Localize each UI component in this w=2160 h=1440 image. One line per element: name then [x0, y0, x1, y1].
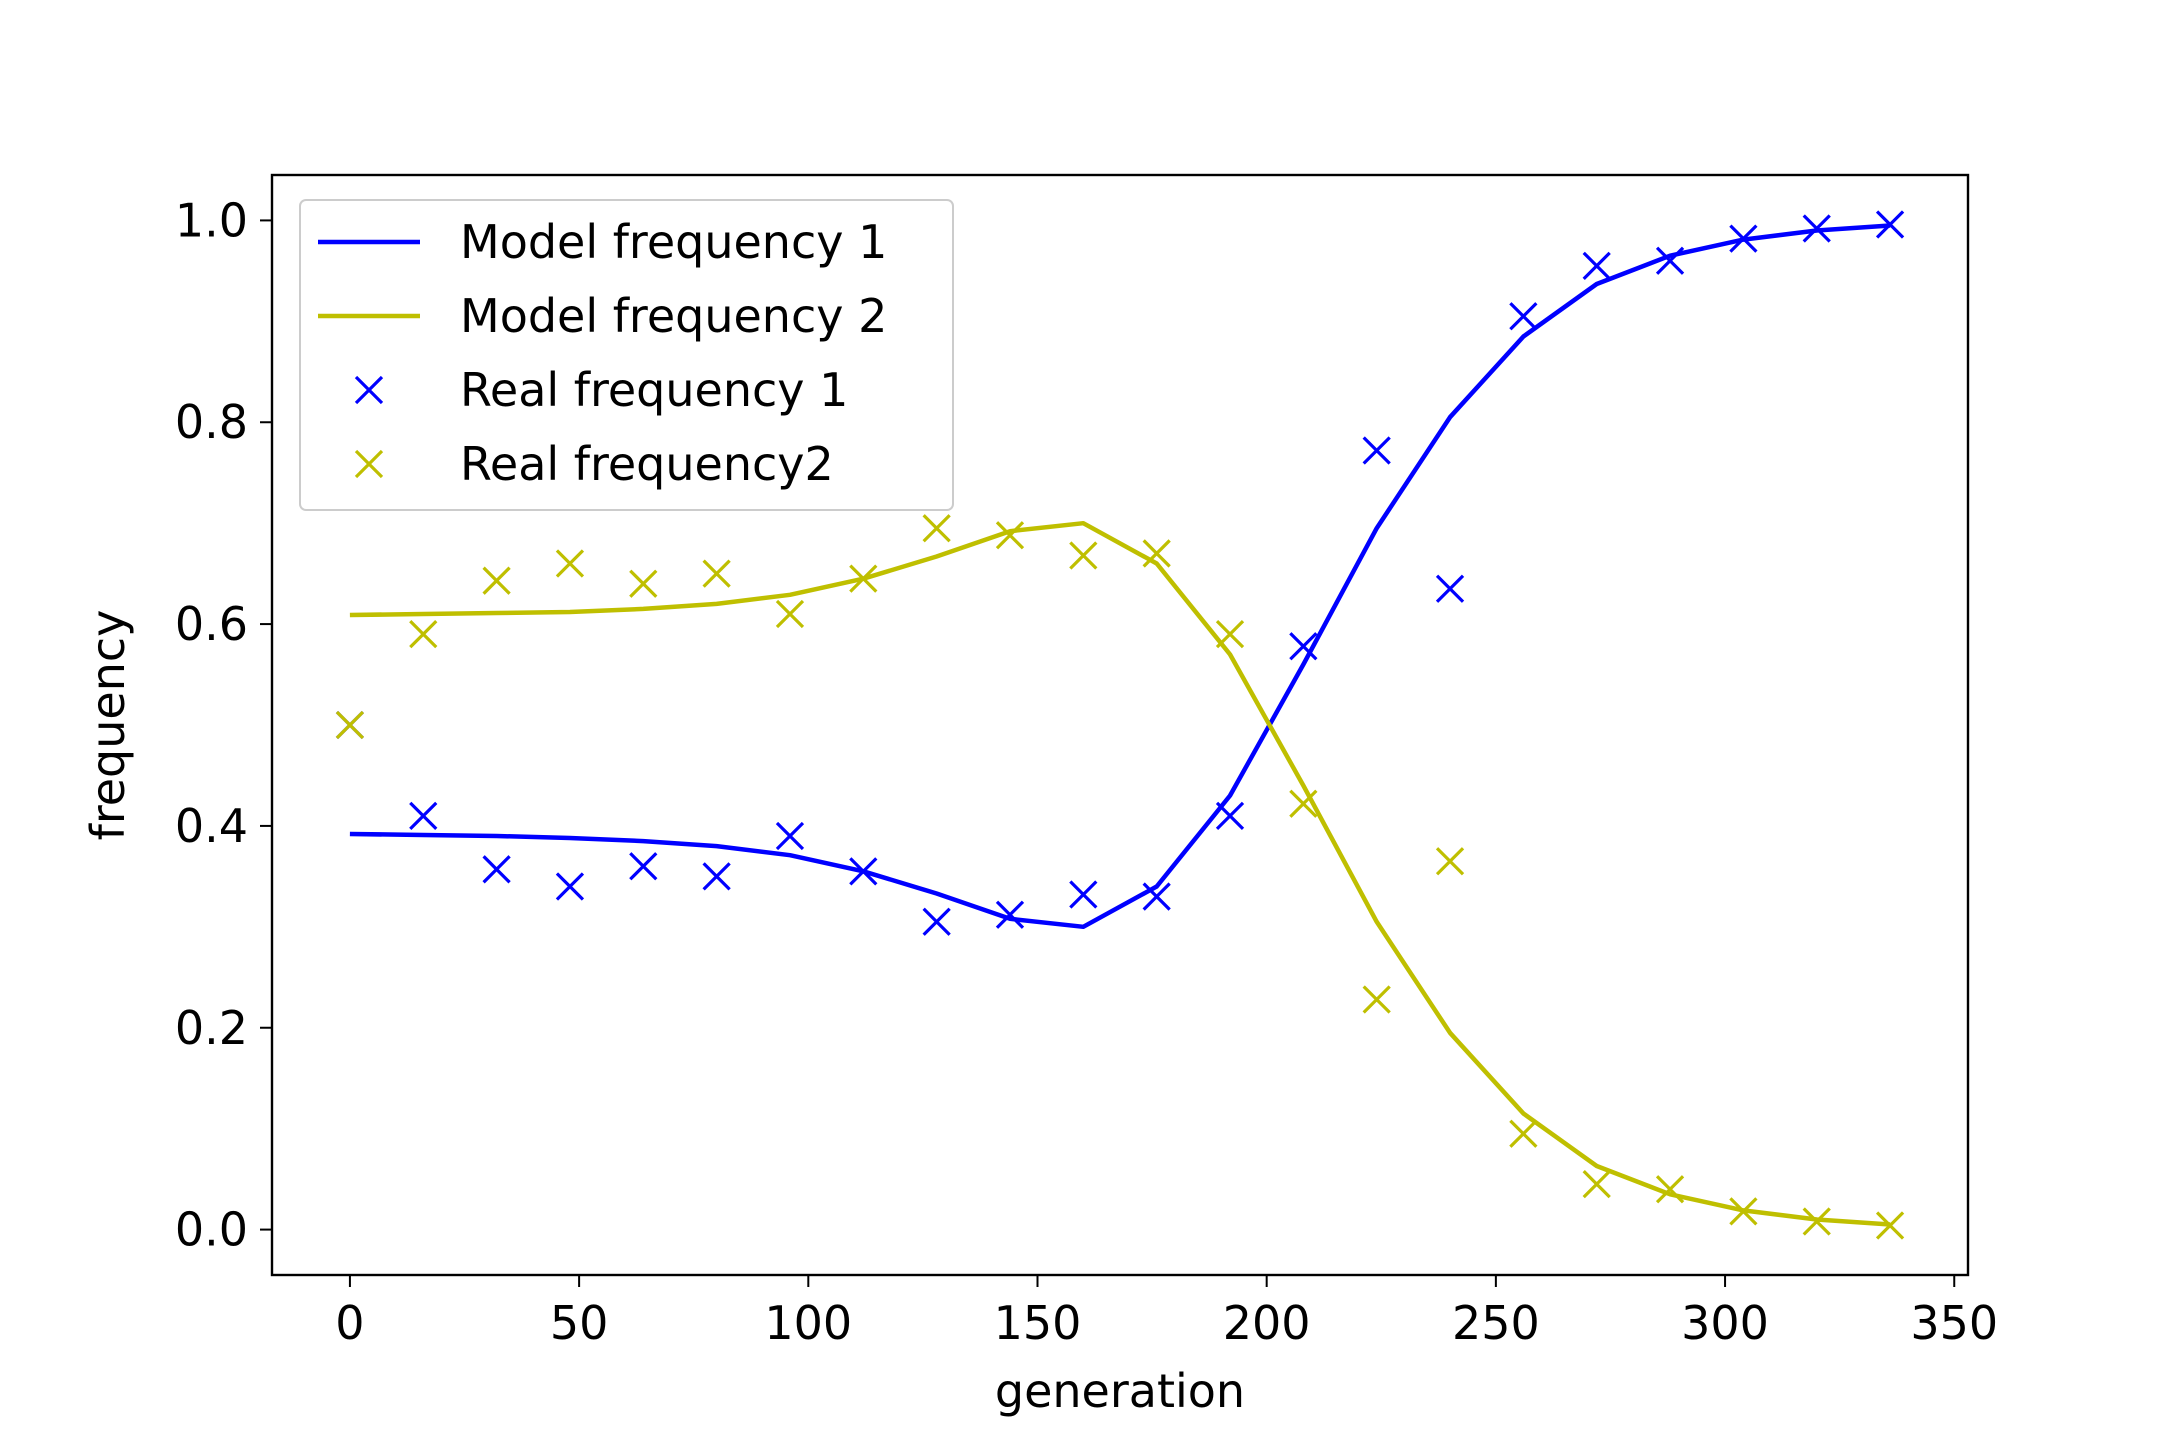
data-point-4 [1729, 1197, 1758, 1226]
x-tick-label: 350 [1910, 1296, 1998, 1350]
x-axis: 0 50 100 150 200 250 300 350 [335, 1275, 1998, 1350]
legend-entry-label: Model frequency 1 [460, 215, 887, 269]
data-point-3 [1435, 574, 1465, 603]
data-point-4 [335, 710, 365, 740]
x-tick-label: 200 [1223, 1296, 1311, 1350]
data-point-3 [1582, 251, 1611, 280]
data-point-4 [629, 569, 658, 598]
data-point-3 [629, 852, 658, 881]
y-tick-label: 1.0 [175, 193, 248, 247]
series-line-1 [349, 223, 1891, 930]
data-point-3 [1289, 632, 1318, 661]
x-tick-label: 0 [335, 1296, 364, 1350]
data-point-4 [1802, 1207, 1831, 1236]
y-tick-label: 0.0 [175, 1203, 248, 1257]
data-point-4 [1289, 789, 1318, 818]
x-tick-label: 150 [994, 1296, 1082, 1350]
data-point-3 [1729, 224, 1758, 253]
data-point-4 [482, 566, 511, 595]
data-point-3 [849, 857, 878, 886]
data-point-3 [1215, 801, 1245, 830]
data-point-3 [1875, 210, 1905, 239]
data-point-4 [1655, 1175, 1685, 1204]
data-point-3 [482, 855, 511, 884]
data-point-4 [1875, 1211, 1905, 1240]
data-point-4 [1362, 985, 1391, 1014]
data-point-3 [1802, 214, 1831, 243]
y-tick-label: 0.8 [175, 395, 248, 449]
legend: Model frequency 1 Model frequency 2 Real f… [299, 199, 954, 511]
data-point-3 [409, 801, 438, 830]
legend-entry-label: Model frequency 2 [460, 289, 887, 343]
data-point-4 [702, 559, 731, 588]
data-point-4 [1069, 541, 1098, 570]
plot-frame [270, 173, 1970, 1277]
data-point-4 [1509, 1119, 1538, 1148]
data-point-3 [1655, 246, 1685, 275]
data-point-4 [1142, 539, 1171, 568]
data-point-4 [1582, 1170, 1611, 1199]
legend-box [299, 199, 954, 511]
series-line-2 [349, 520, 1891, 1227]
data-point-4 [922, 514, 951, 543]
y-tick-label: 0.2 [175, 1001, 248, 1055]
x-tick-label: 300 [1681, 1296, 1769, 1350]
data-point-4 [775, 599, 805, 629]
legend-entry-label: Real frequency2 [460, 437, 834, 491]
y-tick-label: 0.4 [175, 799, 248, 853]
data-point-4 [995, 521, 1025, 550]
y-axis-label: frequency [81, 610, 135, 841]
y-axis: 0.0 0.2 0.4 0.6 0.8 1.0 [175, 193, 272, 1257]
x-tick-label: 50 [550, 1296, 609, 1350]
data-point-4 [849, 564, 878, 593]
data-point-3 [995, 900, 1025, 929]
x-tick-label: 250 [1452, 1296, 1540, 1350]
data-point-3 [1362, 436, 1391, 465]
data-point-3 [1142, 882, 1171, 911]
data-point-3 [702, 862, 731, 891]
x-axis-label: generation [995, 1364, 1245, 1418]
x-tick-label: 100 [764, 1296, 852, 1350]
plot-marks [335, 210, 1905, 1240]
data-point-3 [775, 821, 805, 851]
y-tick-label: 0.6 [175, 597, 248, 651]
legend-entry-label: Real frequency 1 [460, 363, 848, 417]
data-point-3 [1509, 302, 1538, 331]
data-point-4 [555, 549, 585, 578]
data-point-4 [1435, 847, 1465, 876]
legend-swatch-marker [354, 375, 384, 405]
data-point-4 [1215, 620, 1245, 649]
data-point-3 [922, 907, 951, 936]
legend-swatch-marker [354, 449, 384, 479]
data-point-3 [1069, 880, 1098, 909]
data-point-3 [555, 872, 585, 901]
data-point-4 [409, 620, 438, 649]
